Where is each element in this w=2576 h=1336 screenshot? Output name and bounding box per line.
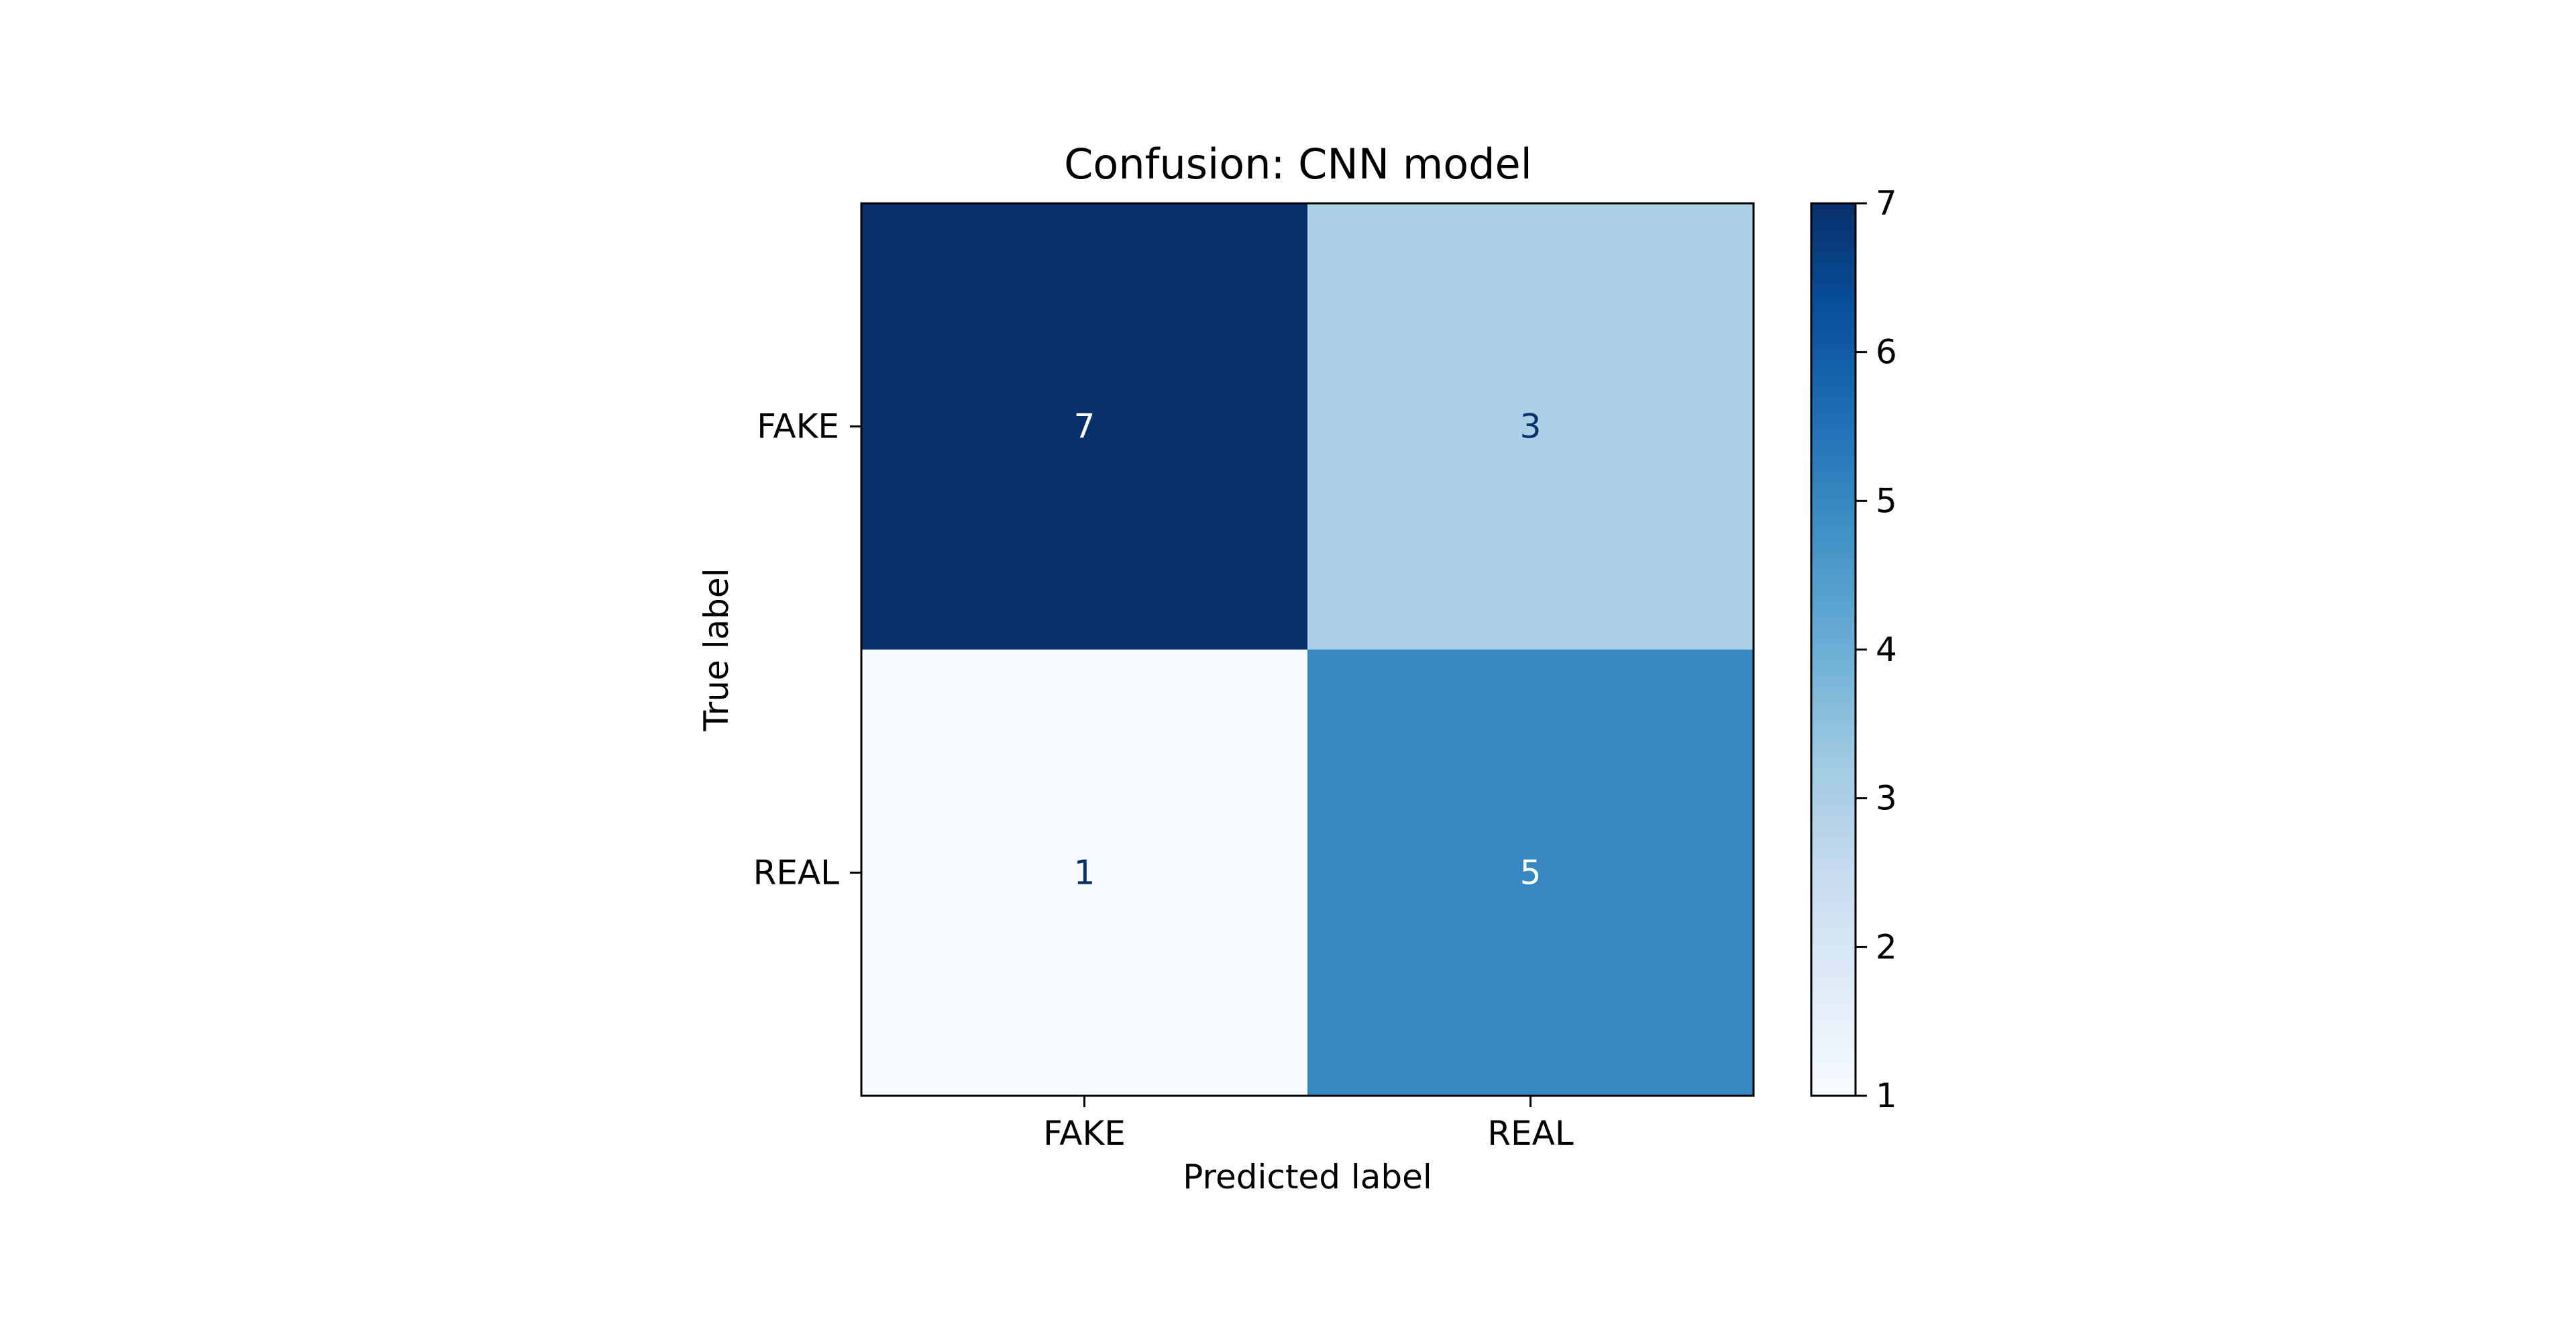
colorbar-tick-label: 3 [1876, 779, 1897, 818]
y-axis-label: True label [697, 568, 736, 731]
heatmap-cell [861, 650, 1308, 1096]
x-axis: FAKE REAL [1043, 1096, 1574, 1153]
x-tick-label: FAKE [1043, 1114, 1126, 1153]
colorbar-tick-label: 2 [1876, 927, 1897, 966]
colorbar-tick-label: 6 [1876, 333, 1897, 372]
y-axis: FAKE REAL [753, 407, 861, 892]
heatmap-cell [1307, 650, 1754, 1096]
chart-title: Confusion: CNN model [1064, 140, 1532, 189]
x-tick-label: REAL [1487, 1114, 1574, 1153]
y-tick-label: FAKE [757, 407, 839, 446]
cell-value-label: 3 [1520, 407, 1542, 446]
colorbar: 1 2 3 4 5 6 7 [1810, 184, 1897, 1115]
colorbar-tick-label: 1 [1876, 1076, 1897, 1115]
colorbar-tick-label: 7 [1876, 184, 1897, 223]
cell-value-label: 1 [1074, 854, 1095, 892]
plot-frame [860, 202, 1755, 1097]
colorbar-ticks: 1 2 3 4 5 6 7 [1856, 184, 1897, 1115]
cell-value-label: 5 [1520, 854, 1542, 892]
colorbar-tick-label: 5 [1876, 481, 1897, 520]
heatmap-cell [1307, 203, 1754, 650]
y-tick-label: REAL [753, 854, 840, 892]
colorbar-gradient [1811, 203, 1856, 1096]
heatmap-cells: 7 3 1 5 [861, 203, 1754, 1096]
heatmap-cell [861, 203, 1308, 650]
colorbar-tick-label: 4 [1876, 630, 1897, 669]
x-axis-label: Predicted label [1183, 1158, 1432, 1196]
cell-value-label: 7 [1074, 407, 1095, 446]
